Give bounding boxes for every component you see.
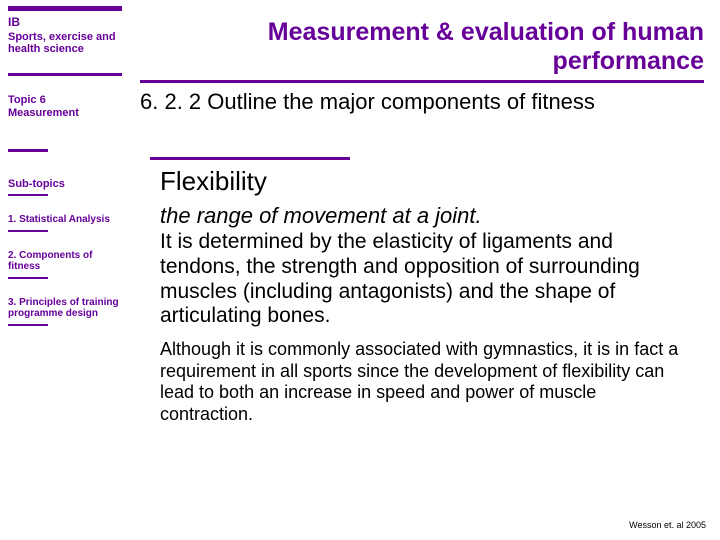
sidebar-subtopics-label: Sub-topics: [8, 178, 122, 190]
sidebar-item-bar-3: [8, 324, 48, 326]
sidebar-topic-name: Measurement: [8, 107, 122, 119]
title-underline: [140, 80, 704, 83]
sidebar: IB Sports, exercise and health science T…: [0, 0, 130, 540]
sidebar-item-3[interactable]: 3. Principles of training programme desi…: [8, 297, 122, 320]
sidebar-item-2[interactable]: 2. Components of fitness: [8, 250, 122, 273]
sidebar-course: Sports, exercise and health science: [8, 31, 122, 55]
section-bar: [150, 157, 350, 160]
sidebar-ib: IB: [8, 15, 122, 29]
sidebar-item-1[interactable]: 1. Statistical Analysis: [8, 214, 122, 226]
subtitle: 6. 2. 2 Outline the major components of …: [140, 89, 704, 115]
sidebar-divider: [8, 73, 122, 76]
citation: Wesson et. al 2005: [629, 520, 706, 530]
main-content: Measurement & evaluation of human perfor…: [130, 0, 720, 540]
term: Flexibility: [160, 166, 684, 197]
main-title: Measurement & evaluation of human perfor…: [140, 18, 704, 76]
sidebar-item-bar-0: [8, 194, 48, 196]
sidebar-topic: Topic 6: [8, 94, 122, 107]
sidebar-top-bar: [8, 6, 122, 11]
note-text: Although it is commonly associated with …: [160, 339, 684, 425]
sidebar-item-bar-1: [8, 230, 48, 232]
sidebar-short-bar: [8, 149, 48, 152]
sidebar-item-bar-2: [8, 277, 48, 279]
content-block: Flexibility the range of movement at a j…: [140, 166, 704, 426]
definition: the range of movement at a joint.: [160, 203, 684, 228]
body-text: It is determined by the elasticity of li…: [160, 230, 684, 329]
